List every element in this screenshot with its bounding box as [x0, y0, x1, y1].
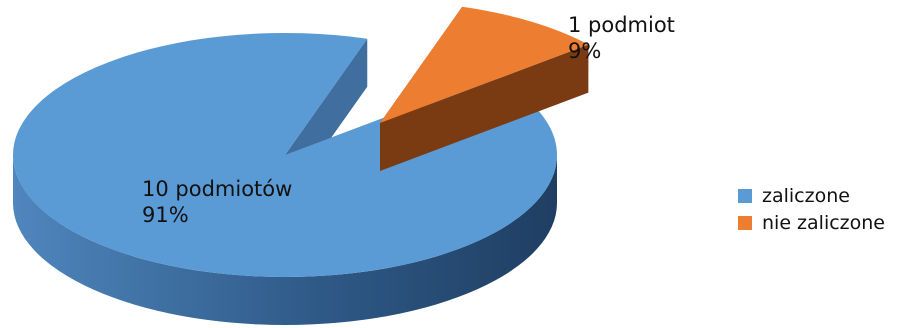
slice-wall	[380, 44, 589, 171]
slice-label-nie-zaliczone: 1 podmiot 9%	[568, 12, 675, 64]
legend-item-nie-zaliczone: nie zaliczone	[738, 209, 885, 236]
legend-swatch	[738, 215, 752, 230]
slice-percent-label: 91%	[142, 203, 189, 227]
pie-slice-nie-zaliczone	[380, 6, 589, 123]
legend: zaliczone nie zaliczone	[738, 182, 885, 236]
slice-count-label: 10 podmiotów	[142, 177, 293, 201]
legend-label: zaliczone	[762, 184, 850, 207]
legend-label: nie zaliczone	[762, 211, 885, 234]
slice-count-label: 1 podmiot	[568, 13, 675, 37]
pie-slice-zaliczone	[12, 32, 557, 277]
legend-swatch	[738, 188, 752, 203]
slice-side	[13, 155, 557, 325]
slice-percent-label: 9%	[568, 39, 602, 63]
slice-label-zaliczone: 10 podmiotów 91%	[142, 176, 292, 228]
legend-item-zaliczone: zaliczone	[738, 182, 885, 209]
